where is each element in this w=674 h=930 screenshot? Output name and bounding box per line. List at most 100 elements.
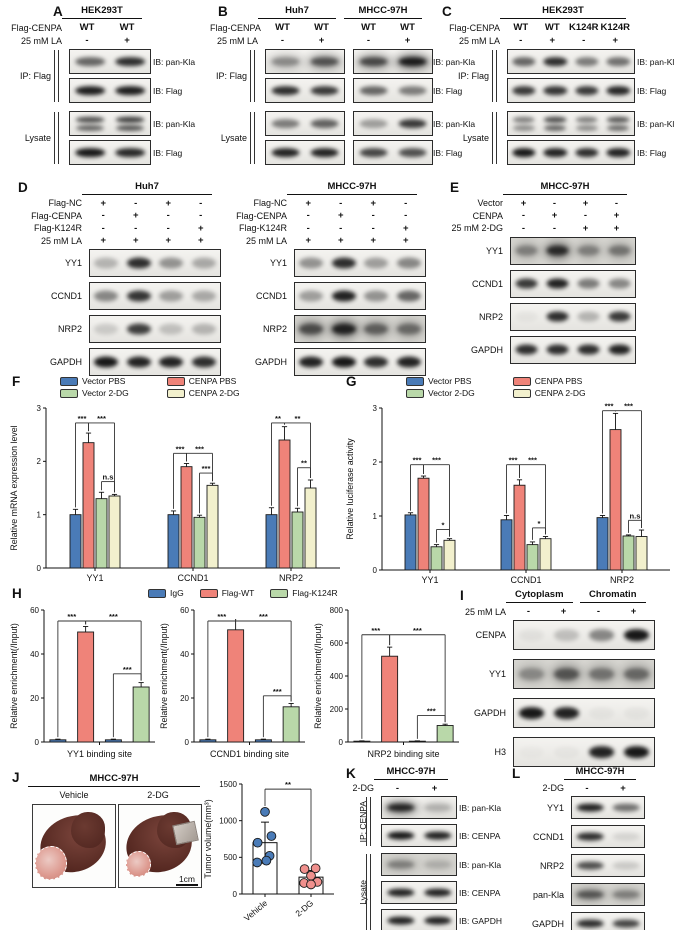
y-axis-label: Relative luciferase activity <box>345 438 355 540</box>
blot-band <box>331 323 356 335</box>
blot-boxes <box>89 249 221 277</box>
blot-row: CCND1 <box>504 825 645 848</box>
y-tick-label: 0 <box>185 738 190 747</box>
tumor-region <box>35 846 67 880</box>
condition-value: WT <box>361 22 376 33</box>
blot-band <box>512 116 536 124</box>
blot-row: YY1 <box>504 796 645 819</box>
blot-band <box>94 323 119 335</box>
bar <box>132 686 150 743</box>
blot-band <box>360 318 392 340</box>
blot-target-label: IB: pan-Kla <box>637 56 674 67</box>
blot-band <box>386 916 415 925</box>
blot-boxes <box>265 140 433 165</box>
bar <box>436 725 454 743</box>
group-side-label: Lysate <box>220 133 247 143</box>
blot-band <box>575 125 598 132</box>
blot-band <box>572 886 608 903</box>
condition-row: 2-DG - + <box>504 782 643 794</box>
blot-band <box>331 356 356 368</box>
blot-box <box>294 249 426 277</box>
x-axis-label: CCND1 binding site <box>210 749 289 759</box>
x-tick-label: YY1 <box>421 575 438 585</box>
legend-swatch <box>512 376 531 386</box>
condition-value: + <box>612 35 619 46</box>
blot-boxes <box>89 348 221 376</box>
blot-band <box>191 356 216 368</box>
blot-band <box>546 245 569 256</box>
condition-value: + <box>620 782 626 794</box>
blot-box <box>381 796 457 819</box>
blot-band <box>75 147 105 158</box>
blot-band <box>606 56 630 67</box>
blot-band <box>543 147 567 158</box>
blot-band <box>191 323 216 335</box>
data-point <box>252 837 263 848</box>
condition-label: Flag-NC <box>48 198 82 209</box>
blot-band <box>543 56 567 67</box>
y-tick-label: 800 <box>330 606 344 615</box>
blot-box <box>510 302 636 331</box>
sig-label: *** <box>123 665 132 674</box>
data-point <box>266 831 277 841</box>
data-point <box>310 863 321 874</box>
blot-band <box>331 290 356 302</box>
blot-band <box>271 85 300 96</box>
blot-band <box>396 257 421 269</box>
blot-band <box>191 257 216 269</box>
blot-band <box>608 311 631 322</box>
blot-box <box>294 348 426 376</box>
condition-value: - <box>371 210 375 222</box>
group-bracket <box>366 854 371 930</box>
blot-band <box>546 311 569 322</box>
condition-row: Flag-K124R - - - + <box>223 222 424 235</box>
bar <box>49 739 67 743</box>
blot-band <box>75 116 105 124</box>
condition-value: + <box>402 222 409 234</box>
legend-item: Vector PBS <box>406 376 475 386</box>
blot-band <box>576 832 604 841</box>
blot-target-label: IB: Flag <box>433 85 463 96</box>
condition-value: + <box>404 35 411 46</box>
sig-label: *** <box>624 402 633 411</box>
blot-boxes <box>294 249 426 277</box>
x-tick-label: CCND1 <box>177 573 208 583</box>
cell-line-title: MHCC-97H <box>503 181 627 195</box>
blot-band <box>398 85 427 96</box>
group-bracket <box>250 50 255 102</box>
blot-group: IP: Flag IB: pan-Kla IB: Flag <box>442 49 674 103</box>
blot-row: CCND1 <box>446 269 636 298</box>
cell-line-title: Huh7 <box>258 5 336 19</box>
blot-band <box>271 118 300 129</box>
blot-boxes <box>381 853 457 876</box>
condition-value: + <box>132 210 139 222</box>
blot-boxes <box>265 78 433 103</box>
condition-values: WT WT K124R K124R <box>505 22 631 33</box>
condition-label: Flag-CENPA <box>210 22 261 33</box>
condition-row: 25 mM 2-DG - - + + <box>446 222 634 235</box>
condition-value: WT <box>544 22 560 33</box>
blot-band <box>423 860 452 869</box>
blot-row: IB: pan-Kla <box>8 111 195 136</box>
condition-value: + <box>613 210 620 222</box>
y-tick-label: 500 <box>224 853 238 862</box>
blot-band <box>359 56 388 67</box>
blot-row-label: H3 <box>494 747 506 757</box>
legend-label: Flag-WT <box>221 588 255 598</box>
y-tick-label: 0 <box>373 566 378 575</box>
blot-row: YY1 <box>446 236 636 265</box>
condition-value: + <box>165 197 172 209</box>
condition-label: Vector <box>477 198 503 209</box>
condition-value: - <box>521 222 526 234</box>
blot-band <box>546 278 569 289</box>
bar <box>596 517 609 571</box>
y-tick-label: 60 <box>30 606 39 615</box>
condition-value: - <box>366 35 371 46</box>
blot-row: CCND1 <box>223 282 426 310</box>
condition-value: - <box>526 606 531 617</box>
bar <box>430 546 443 571</box>
blot-row-label: GAPDH <box>49 357 82 367</box>
condition-value: + <box>613 222 620 234</box>
condition-value: + <box>305 197 312 209</box>
